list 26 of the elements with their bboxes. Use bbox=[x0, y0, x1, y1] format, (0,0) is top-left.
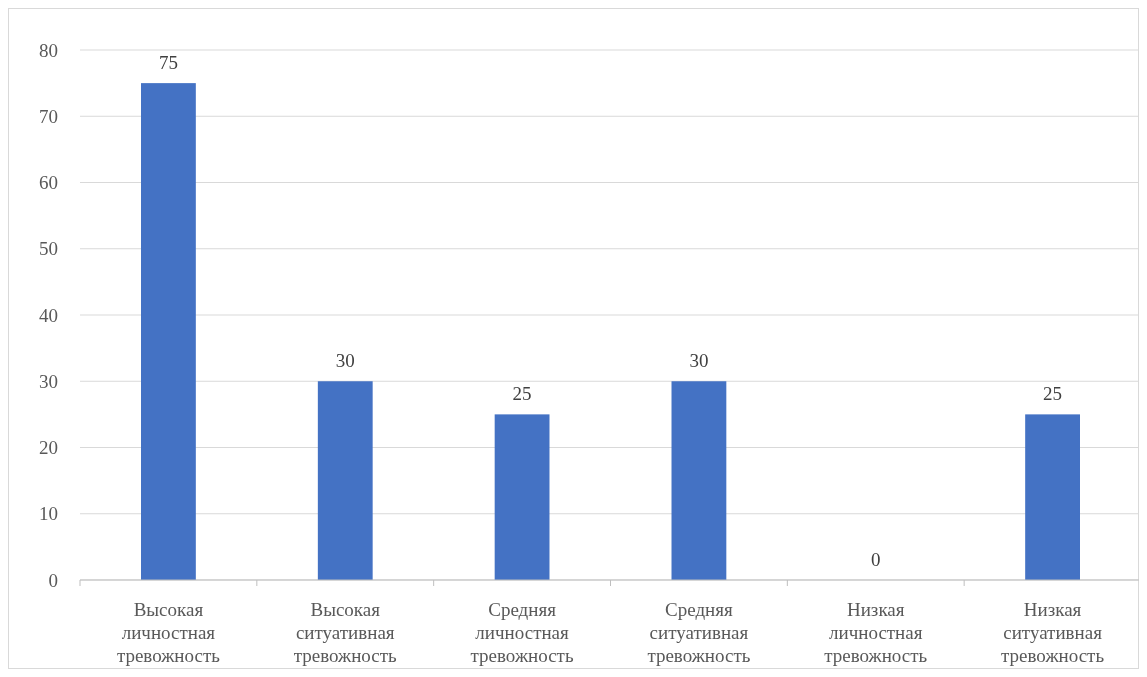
x-tick-label: Средняя ситуативная тревожность bbox=[647, 599, 751, 666]
data-label: 30 bbox=[335, 350, 355, 372]
bar bbox=[141, 83, 196, 580]
x-tick-label: Низкая личностная тревожность bbox=[824, 599, 928, 666]
x-tick-label: Средняя личностная тревожность bbox=[470, 599, 574, 666]
data-label: 25 bbox=[1043, 383, 1063, 405]
y-tick-label: 50 bbox=[39, 238, 58, 260]
y-tick-label: 0 bbox=[48, 569, 58, 591]
data-label: 25 bbox=[512, 383, 532, 405]
x-tick-label: Низкая ситуативная тревожность bbox=[1001, 599, 1105, 666]
y-tick-label: 10 bbox=[39, 503, 58, 525]
y-tick-label: 30 bbox=[39, 370, 58, 392]
x-tick-label: Высокая личностная тревожность bbox=[116, 599, 221, 666]
data-label: 75 bbox=[158, 52, 178, 74]
x-tick-label: Высокая ситуативная тревожность bbox=[293, 599, 398, 666]
data-label: 30 bbox=[689, 350, 709, 372]
y-tick-label: 60 bbox=[39, 172, 58, 194]
bar bbox=[317, 381, 373, 580]
y-tick-label: 80 bbox=[39, 39, 58, 61]
y-tick-label: 20 bbox=[39, 437, 58, 459]
bar bbox=[494, 414, 550, 580]
bar bbox=[671, 381, 727, 580]
bar bbox=[1025, 414, 1080, 580]
y-tick-label: 70 bbox=[39, 105, 58, 127]
data-label: 0 bbox=[871, 549, 881, 570]
y-tick-label: 40 bbox=[39, 304, 58, 326]
